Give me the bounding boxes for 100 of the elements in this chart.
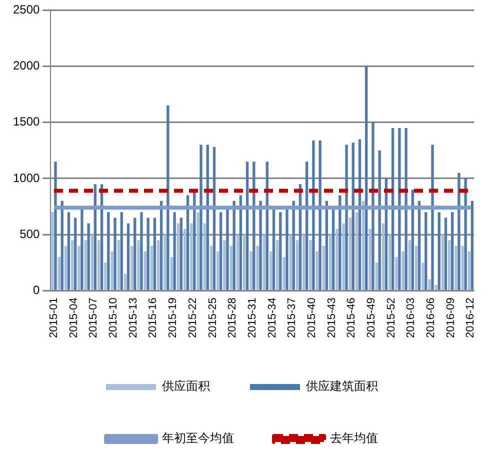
bar [372, 122, 374, 290]
x-tick-label: 2015-19 [167, 298, 180, 338]
bar [296, 240, 299, 290]
bar [411, 190, 414, 290]
bar [382, 223, 385, 290]
bar [448, 240, 451, 290]
bar [144, 251, 146, 290]
bar [365, 66, 368, 290]
bar [252, 162, 256, 290]
x-tick-label: 2016-09 [444, 298, 457, 338]
bar [242, 234, 246, 290]
legend-label: 去年均值 [330, 431, 378, 446]
bar [232, 200, 236, 290]
bar [458, 172, 460, 290]
bar [117, 240, 120, 290]
bar [87, 223, 90, 290]
bar [183, 228, 186, 290]
bar [276, 240, 279, 290]
y-tick-label: 1000 [12, 170, 40, 185]
bar [146, 218, 150, 290]
y-tick-label: 0 [33, 282, 40, 297]
bar [422, 262, 424, 290]
bar [120, 212, 123, 290]
y-tick-label: 2500 [12, 2, 40, 17]
bar [236, 234, 240, 290]
bar [259, 200, 262, 290]
bar [424, 212, 428, 290]
x-tick-label: 2016-03 [405, 298, 418, 338]
bar [322, 246, 326, 290]
bar [210, 246, 213, 290]
bar [58, 256, 60, 290]
bar [71, 240, 74, 290]
bar [150, 246, 154, 290]
bar [402, 251, 404, 290]
bar [230, 246, 232, 290]
bar [137, 240, 140, 290]
bar [388, 234, 392, 290]
bar [176, 223, 180, 290]
bar [348, 218, 352, 290]
y-tick-label: 500 [20, 226, 40, 241]
x-tick-label: 2015-40 [306, 298, 318, 338]
bar [408, 240, 412, 290]
bar [64, 246, 68, 290]
bar [444, 218, 448, 290]
bar [126, 223, 130, 290]
bar [173, 212, 176, 290]
bar [302, 234, 306, 290]
bar [468, 251, 471, 290]
bar [246, 162, 249, 290]
bar [398, 128, 401, 290]
bar [67, 212, 70, 290]
bar [134, 218, 136, 290]
bar [336, 228, 338, 290]
x-tick-label: 2015-43 [326, 298, 338, 338]
bar [153, 218, 156, 290]
bar [256, 246, 259, 290]
bar [342, 223, 345, 290]
bar [94, 184, 97, 290]
x-tick-label: 2016-12 [464, 298, 477, 338]
bar [289, 234, 292, 290]
bar [196, 212, 200, 290]
bar [157, 240, 160, 290]
bar [414, 246, 418, 290]
bar [305, 162, 308, 290]
bar [378, 150, 381, 290]
bar [316, 251, 318, 290]
bar [110, 251, 114, 290]
bar [461, 246, 464, 290]
bar [328, 234, 332, 290]
bar [428, 279, 431, 290]
bar [470, 200, 474, 290]
bar [223, 240, 226, 290]
bar [375, 262, 378, 290]
bar [312, 140, 315, 290]
bar [166, 106, 170, 290]
x-tick-label: 2015-46 [346, 298, 358, 338]
bar [203, 223, 206, 290]
bar [216, 251, 220, 290]
x-tick-label: 2015-13 [127, 298, 140, 338]
bar [54, 162, 57, 290]
x-tick-label: 2015-16 [147, 298, 160, 338]
x-tick-label: 2016-06 [425, 298, 438, 338]
bar [124, 274, 127, 290]
bar [200, 144, 202, 290]
bar [345, 144, 348, 290]
bar [114, 218, 116, 290]
x-tick-label: 2015-10 [108, 298, 120, 338]
bar [90, 234, 94, 290]
legend-label: 年初至今均值 [162, 431, 234, 446]
x-tick-label: 2015-28 [226, 298, 239, 338]
bar [51, 212, 54, 290]
bar [438, 212, 440, 290]
bar [170, 256, 173, 290]
x-tick-label: 2015-25 [206, 298, 219, 338]
bar [74, 218, 77, 290]
x-tick-label: 2015-31 [246, 298, 258, 338]
bar [395, 256, 398, 290]
bar [318, 140, 322, 290]
legend-label: 供应建筑面积 [306, 379, 378, 394]
x-tick-label: 2015-01 [48, 298, 60, 338]
